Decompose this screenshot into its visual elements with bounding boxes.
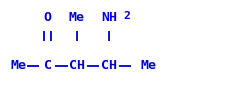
Text: NH: NH [101,11,117,24]
Text: CH: CH [101,59,117,72]
Text: Me: Me [10,59,27,72]
Text: Me: Me [69,11,85,24]
Text: 2: 2 [123,10,130,21]
Text: CH: CH [69,59,85,72]
Text: C: C [44,59,52,72]
Text: O: O [44,11,52,24]
Text: Me: Me [141,59,157,72]
